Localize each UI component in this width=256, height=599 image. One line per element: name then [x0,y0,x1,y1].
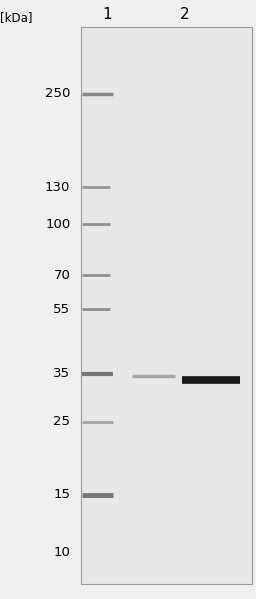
Text: 35: 35 [54,367,70,380]
Text: 25: 25 [54,415,70,428]
Text: 130: 130 [45,180,70,193]
Text: 250: 250 [45,87,70,101]
Text: 10: 10 [54,546,70,559]
Text: 70: 70 [54,269,70,282]
Text: 2: 2 [179,7,189,22]
Text: 100: 100 [45,218,70,231]
Text: 55: 55 [54,303,70,316]
Text: [kDa]: [kDa] [0,11,33,24]
Text: 15: 15 [54,488,70,501]
Text: 1: 1 [103,7,112,22]
